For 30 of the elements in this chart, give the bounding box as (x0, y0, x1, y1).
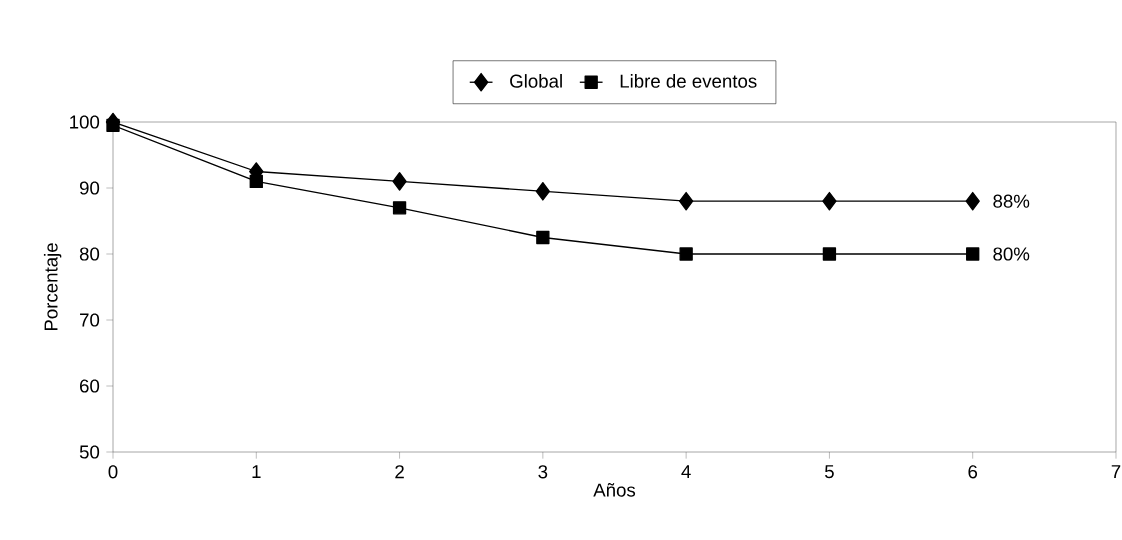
point (392, 172, 407, 191)
x-tick-label: 4 (681, 465, 691, 478)
point (536, 230, 550, 245)
point (392, 201, 407, 215)
y-tick-label: 50 (79, 445, 100, 459)
point (965, 191, 980, 211)
point (822, 247, 837, 261)
x-tick-label: 3 (538, 465, 548, 479)
x-tick-label: 0 (108, 465, 118, 479)
x-tick-label: 1 (252, 465, 261, 478)
x-tick-label: 6 (968, 465, 978, 479)
point (822, 191, 837, 211)
y-tick-label: 90 (79, 181, 100, 195)
annotation: 88% (993, 194, 1030, 208)
point (966, 247, 980, 261)
x-tick-label: 5 (824, 465, 834, 479)
y-tick-label: 100 (70, 115, 100, 129)
legend-label: Libre de eventos (620, 74, 757, 88)
point (679, 247, 693, 261)
y-tick-label: 60 (80, 379, 100, 393)
x-tick-label: 7 (1111, 465, 1121, 478)
point (678, 191, 694, 211)
y-tick-label: 80 (79, 247, 100, 261)
annotation: 80% (993, 247, 1030, 261)
point (535, 181, 551, 201)
x-axis-title: Años (593, 483, 636, 497)
y-axis-title: Porcentaje (43, 243, 62, 331)
y-tick-label: 70 (80, 313, 100, 327)
legend-label: Global (510, 74, 562, 88)
x-tick-label: 2 (395, 465, 404, 479)
